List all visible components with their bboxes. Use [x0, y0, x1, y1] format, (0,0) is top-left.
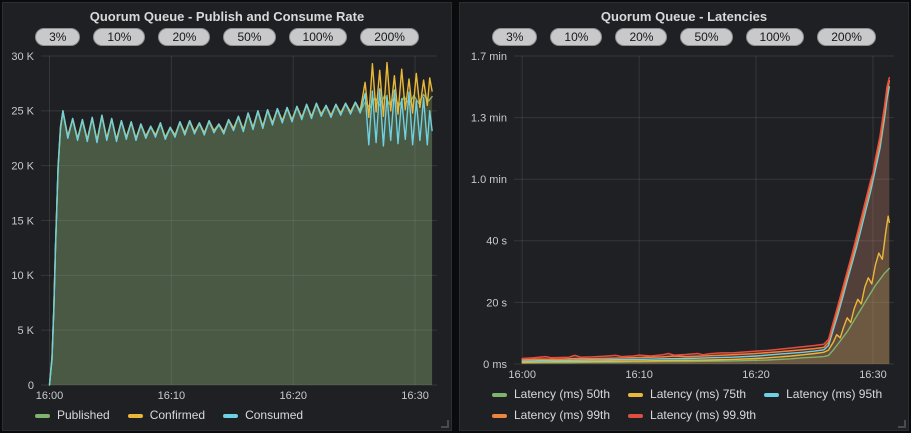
legend-item[interactable]: Consumed: [223, 407, 303, 424]
legend-label: Confirmed: [149, 408, 206, 422]
rate-chart: 0 5 K 10 K 15 K 20 K 25 K 30 K 16:00 16:10 16:20 1…: [9, 48, 445, 405]
scale-badge[interactable]: 50%: [223, 28, 276, 46]
legend-label: Latency (ms) 50th: [514, 387, 611, 401]
y-tick-label: 30 K: [11, 51, 34, 63]
legend-swatch: [628, 413, 644, 418]
series-area-latency-ms-75th: [522, 216, 890, 364]
x-tick-label: 16:10: [158, 390, 186, 402]
legend-swatch: [223, 413, 239, 418]
y-tick-label: 20 K: [11, 161, 34, 173]
series-area-latency-ms-99th: [522, 80, 890, 364]
y-tick-label: 0: [28, 380, 34, 392]
x-tick-label: 16:00: [36, 390, 64, 402]
series-area-published: [49, 94, 433, 386]
chart-svg[interactable]: 0 5 K 10 K 15 K 20 K 25 K 30 K 16:00 16:10 16:20 1…: [9, 48, 445, 405]
scale-badge[interactable]: 3%: [35, 28, 81, 46]
legend-item[interactable]: Latency (ms) 50th: [492, 386, 610, 403]
scale-badge[interactable]: 20%: [615, 28, 668, 46]
legend-swatch: [492, 413, 507, 418]
scale-badge[interactable]: 100%: [745, 28, 805, 46]
scale-badge-row: 3% 10% 20% 50% 100% 200%: [9, 26, 445, 48]
chart-svg[interactable]: 0 ms 20 s 40 s 1.0 min 1.3 min 1.7 min 16:00 16…: [466, 48, 902, 384]
legend-swatch: [127, 413, 143, 418]
x-tick-label: 16:30: [859, 369, 887, 381]
scale-badge[interactable]: 100%: [288, 28, 348, 46]
legend-label: Published: [57, 408, 110, 422]
series-line-latency-ms-95th: [521, 86, 890, 362]
x-tick-label: 16:20: [742, 369, 770, 381]
panel-title[interactable]: Quorum Queue - Latencies: [600, 9, 768, 24]
y-tick-label: 20 s: [486, 297, 507, 309]
latency-legend: Latency (ms) 50th Latency (ms) 75th Latenc…: [466, 384, 902, 424]
legend-label: Latency (ms) 99.9th: [650, 408, 757, 422]
legend-item[interactable]: Latency (ms) 75th: [628, 386, 746, 403]
y-tick-label: 1.0 min: [471, 174, 507, 186]
scale-badge[interactable]: 200%: [360, 28, 419, 46]
series-line-latency-ms-75th: [521, 215, 890, 363]
legend-item[interactable]: Published: [35, 407, 110, 424]
legend-label: Latency (ms) 75th: [650, 387, 747, 401]
rate-legend: Published Confirmed Consumed: [9, 405, 445, 424]
legend-item[interactable]: Latency (ms) 99.9th: [628, 407, 756, 424]
series-line-latency-ms-50th: [521, 267, 890, 364]
y-tick-label: 25 K: [11, 106, 34, 118]
scale-badge[interactable]: 200%: [817, 28, 876, 46]
y-tick-label: 15 K: [11, 215, 34, 227]
series-area-latency-ms-50th: [522, 268, 890, 364]
x-tick-label: 16:30: [401, 390, 429, 402]
legend-label: Consumed: [245, 408, 304, 422]
legend-item[interactable]: Latency (ms) 99th: [492, 407, 610, 424]
scale-badge[interactable]: 10%: [93, 28, 146, 46]
legend-item[interactable]: Latency (ms) 95th: [764, 386, 882, 403]
legend-item[interactable]: Confirmed: [127, 407, 206, 424]
latency-chart: 0 ms 20 s 40 s 1.0 min 1.3 min 1.7 min 16:00 16…: [466, 48, 902, 384]
series-area-latency-ms-95th: [522, 86, 890, 365]
y-tick-label: 1.3 min: [471, 112, 507, 124]
legend-label: Latency (ms) 99th: [514, 408, 611, 422]
x-tick-label: 16:20: [279, 390, 307, 402]
series-area-consumed: [49, 88, 433, 386]
panel-publish-consume-rate: Quorum Queue - Publish and Consume Rate …: [2, 2, 452, 431]
panel-title[interactable]: Quorum Queue - Publish and Consume Rate: [89, 9, 365, 24]
legend-swatch: [628, 392, 644, 397]
y-tick-label: 5 K: [17, 325, 34, 337]
series-area-confirmed: [49, 62, 433, 385]
scale-badge[interactable]: 20%: [158, 28, 211, 46]
series-line-latency-ms-99th: [521, 79, 891, 361]
panel-header: Quorum Queue - Publish and Consume Rate: [9, 7, 445, 26]
y-tick-label: 0 ms: [483, 359, 507, 371]
legend-swatch: [764, 392, 780, 397]
series-line-latency-ms-99-9th: [521, 76, 891, 360]
scale-badge[interactable]: 3%: [492, 28, 538, 46]
x-tick-label: 16:10: [625, 369, 653, 381]
scale-badge[interactable]: 10%: [550, 28, 603, 46]
panel-resize-handle[interactable]: [441, 420, 449, 428]
series-line-consumed: [48, 88, 433, 386]
panel-resize-handle[interactable]: [898, 420, 906, 428]
panel-header: Quorum Queue - Latencies: [466, 7, 902, 26]
scale-badge[interactable]: 50%: [680, 28, 733, 46]
legend-label: Latency (ms) 95th: [786, 387, 883, 401]
x-tick-label: 16:00: [508, 369, 536, 381]
y-tick-label: 1.7 min: [471, 51, 507, 63]
legend-swatch: [35, 413, 50, 418]
series-area-latency-ms-99-9th: [522, 77, 890, 364]
panel-latencies: Quorum Queue - Latencies 3% 10% 20% 50% 100%…: [459, 2, 909, 431]
legend-swatch: [492, 392, 507, 397]
y-tick-label: 10 K: [11, 270, 34, 282]
scale-badge-row: 3% 10% 20% 50% 100% 200%: [466, 26, 902, 48]
y-tick-label: 40 s: [486, 236, 507, 248]
